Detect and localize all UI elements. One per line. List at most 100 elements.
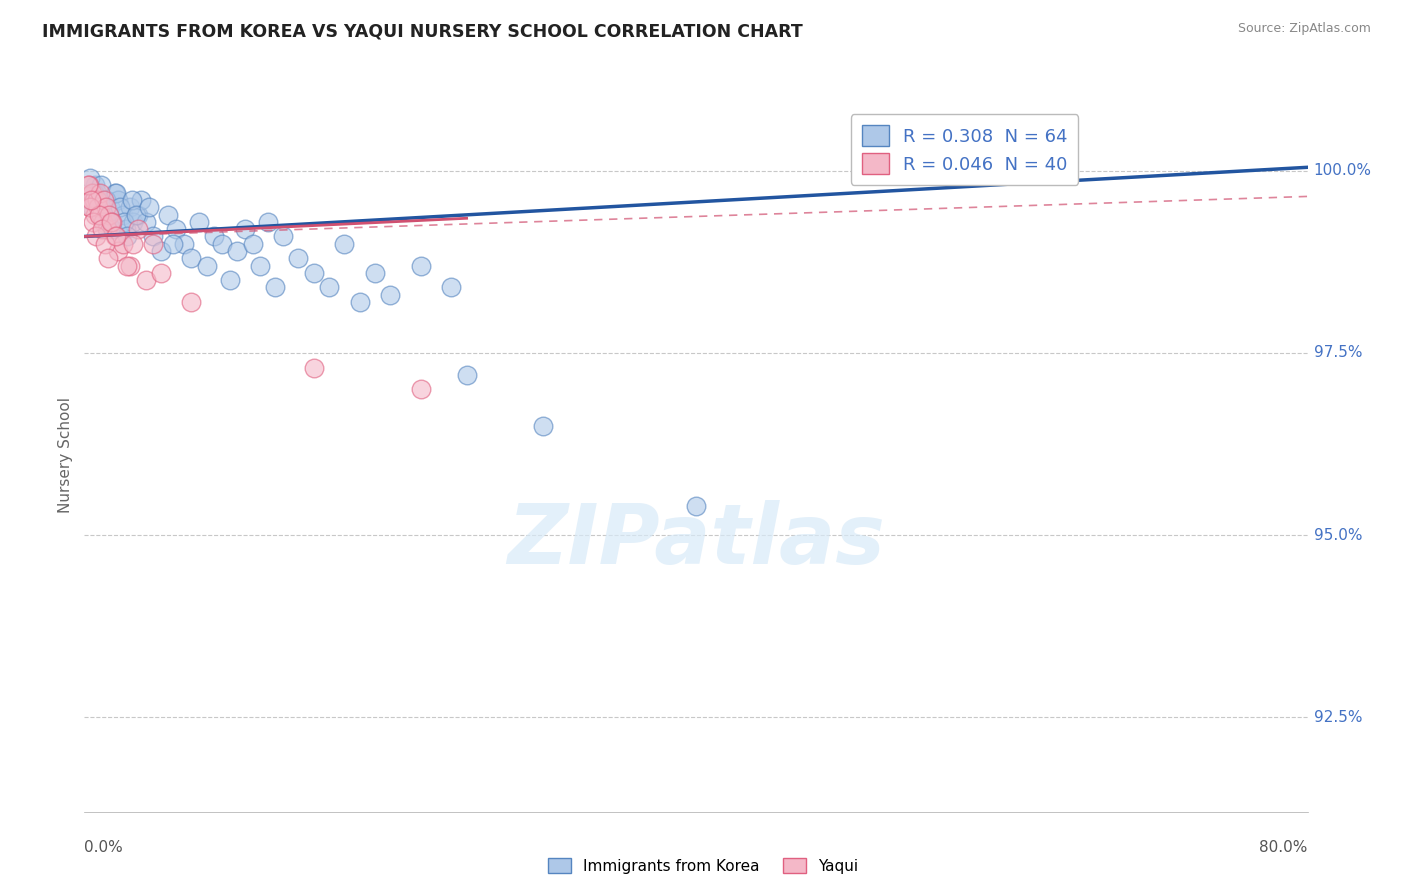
Point: [82, 215, 104, 229]
Point: [685, 499, 707, 513]
Point: [127, 222, 149, 236]
Point: [142, 236, 165, 251]
Point: [122, 215, 145, 229]
Point: [211, 236, 233, 251]
Point: [104, 229, 127, 244]
Point: [318, 280, 340, 294]
Point: [94, 236, 117, 251]
Point: [264, 280, 287, 294]
Point: [77, 193, 100, 207]
Point: [333, 236, 356, 251]
Point: [149, 266, 172, 280]
Point: [349, 295, 371, 310]
Point: [90, 178, 112, 193]
Legend: R = 0.308  N = 64, R = 0.046  N = 40: R = 0.308 N = 64, R = 0.046 N = 40: [851, 114, 1078, 185]
Point: [97, 208, 120, 222]
Point: [98, 200, 121, 214]
Point: [87, 200, 110, 214]
Point: [114, 222, 136, 236]
Point: [94, 200, 117, 214]
Point: [94, 193, 117, 207]
Point: [125, 208, 148, 222]
Point: [97, 208, 120, 222]
Point: [257, 215, 280, 229]
Point: [440, 280, 463, 294]
Point: [101, 222, 124, 236]
Text: Source: ZipAtlas.com: Source: ZipAtlas.com: [1237, 22, 1371, 36]
Point: [157, 208, 180, 222]
Point: [83, 193, 105, 207]
Point: [107, 193, 129, 207]
Point: [121, 193, 143, 207]
Point: [531, 418, 554, 433]
Text: 92.5%: 92.5%: [1313, 709, 1362, 724]
Text: 95.0%: 95.0%: [1313, 527, 1362, 542]
Point: [96, 215, 118, 229]
Point: [111, 208, 134, 222]
Point: [242, 236, 264, 251]
Point: [80, 193, 103, 207]
Point: [115, 229, 138, 244]
Point: [112, 215, 135, 229]
Point: [91, 222, 114, 236]
Text: 0.0%: 0.0%: [84, 840, 124, 855]
Point: [83, 186, 105, 200]
Point: [287, 252, 309, 266]
Point: [79, 200, 101, 214]
Point: [409, 383, 432, 397]
Point: [96, 222, 118, 236]
Point: [86, 193, 108, 207]
Point: [105, 186, 128, 200]
Point: [233, 222, 256, 236]
Point: [302, 266, 325, 280]
Point: [90, 208, 112, 222]
Point: [93, 193, 115, 207]
Point: [142, 229, 165, 244]
Point: [107, 244, 129, 258]
Point: [80, 186, 103, 200]
Point: [218, 273, 240, 287]
Point: [135, 273, 157, 287]
Point: [990, 168, 1012, 182]
Text: 100.0%: 100.0%: [1313, 163, 1372, 178]
Point: [104, 186, 127, 200]
Point: [89, 200, 111, 214]
Point: [202, 229, 225, 244]
Point: [127, 208, 149, 222]
Point: [188, 215, 211, 229]
Text: IMMIGRANTS FROM KOREA VS YAQUI NURSERY SCHOOL CORRELATION CHART: IMMIGRANTS FROM KOREA VS YAQUI NURSERY S…: [42, 22, 803, 40]
Point: [129, 193, 152, 207]
Point: [77, 178, 100, 193]
Point: [100, 215, 122, 229]
Point: [87, 208, 110, 222]
Point: [80, 200, 103, 214]
Point: [122, 236, 145, 251]
Point: [89, 186, 111, 200]
Y-axis label: Nursery School: Nursery School: [58, 397, 73, 513]
Point: [456, 368, 478, 382]
Point: [162, 236, 184, 251]
Point: [84, 178, 107, 193]
Point: [105, 229, 128, 244]
Point: [302, 360, 325, 375]
Point: [108, 200, 131, 214]
Point: [91, 215, 114, 229]
Point: [97, 252, 120, 266]
Point: [120, 200, 142, 214]
Text: 97.5%: 97.5%: [1313, 345, 1362, 360]
Point: [271, 229, 294, 244]
Point: [195, 259, 218, 273]
Legend: Immigrants from Korea, Yaqui: Immigrants from Korea, Yaqui: [541, 852, 865, 880]
Point: [149, 244, 172, 258]
Point: [91, 193, 114, 207]
Text: 80.0%: 80.0%: [1260, 840, 1308, 855]
Point: [135, 215, 157, 229]
Point: [380, 287, 402, 301]
Point: [77, 178, 100, 193]
Point: [93, 208, 115, 222]
Text: ZIPatlas: ZIPatlas: [508, 500, 884, 581]
Point: [249, 259, 271, 273]
Point: [86, 186, 108, 200]
Point: [180, 295, 202, 310]
Point: [138, 200, 160, 214]
